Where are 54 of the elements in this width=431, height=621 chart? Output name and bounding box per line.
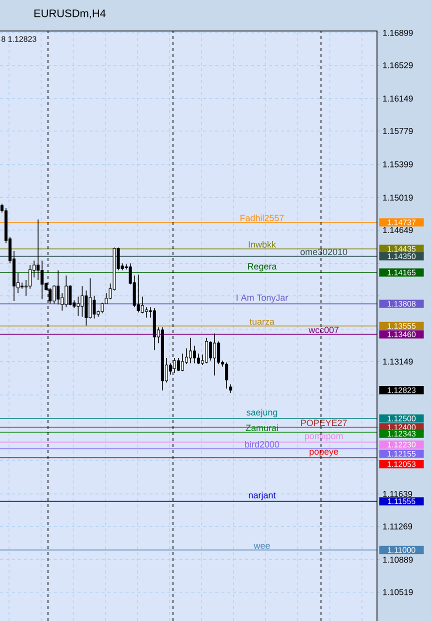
candlestick: [20, 282, 24, 290]
y-tick-label: 1.16529: [383, 62, 413, 68]
ref-line-label: Regera: [248, 263, 277, 272]
ref-line-label: wee: [254, 544, 270, 549]
y-tick-label: 1.15019: [383, 194, 413, 201]
candlestick: [140, 296, 144, 314]
y-tick-label: 1.10889: [383, 556, 413, 563]
candlestick: [80, 286, 84, 318]
candlestick: [136, 274, 140, 313]
candlestick: [76, 296, 80, 316]
candlestick: [36, 219, 40, 280]
candlestick: [40, 260, 44, 300]
candlestick: [197, 353, 200, 365]
ref-line-label: pomiipom: [304, 432, 343, 441]
candlestick: [84, 290, 88, 326]
candlestick: [213, 333, 216, 376]
candlestick: [88, 278, 92, 319]
ref-line-label: I Am TonyJar: [236, 294, 288, 303]
candlestick: [28, 264, 32, 290]
y-tick-label: 1.15779: [383, 128, 413, 134]
candlestick: [225, 362, 228, 390]
candlestick: [217, 340, 220, 365]
ref-line-label: saejung: [246, 408, 278, 418]
ref-line-label: narjant: [248, 492, 276, 500]
ref-line-label: bird2000: [245, 440, 280, 448]
ref-line-label: tuarza: [250, 318, 274, 325]
y-tick-label: 1.16149: [383, 96, 413, 102]
candlestick: [100, 302, 104, 314]
chart-title: EURUSDm,H4: [34, 9, 106, 19]
candlestick: [64, 275, 68, 308]
y-tick-label: 1.16899: [383, 30, 413, 36]
y-tick-label: 1.15399: [383, 161, 413, 168]
ref-line-label: wcc007: [308, 326, 339, 334]
candlestick: [193, 345, 196, 364]
candlestick: [52, 284, 56, 304]
y-tick-label: 1.11639: [383, 490, 412, 497]
y-tick-label: 1.11269: [383, 523, 412, 530]
y-tick-label: 1.10519: [383, 589, 413, 596]
candlestick: [176, 358, 180, 372]
candlestick: [209, 340, 212, 362]
ref-line-label: popeye: [310, 450, 338, 456]
candlestick: [180, 353, 184, 372]
candlestick: [189, 337, 192, 364]
candlestick: [144, 306, 148, 318]
ref-line-label: POPEYE27: [301, 420, 347, 426]
candlestick: [68, 284, 72, 306]
ref-line-label: ome302010: [300, 248, 348, 256]
candlestick: [92, 295, 96, 319]
y-tick-label: 1.14649: [383, 227, 413, 234]
ref-line-label: Fadhil2557: [240, 214, 284, 222]
ref-line-label: Inwbkk: [248, 241, 276, 248]
candlestick: [205, 337, 208, 364]
candlestick: [56, 270, 60, 305]
y-tick-label: 1.13149: [383, 358, 413, 365]
